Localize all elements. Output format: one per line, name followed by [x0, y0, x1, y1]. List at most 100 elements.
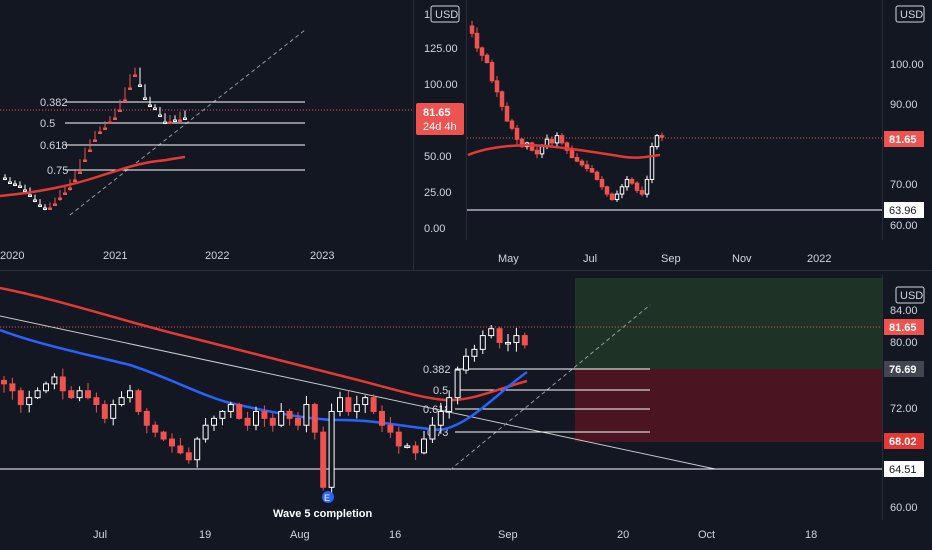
tr-left-tick-25: 25.00 — [424, 187, 452, 199]
bt-candle-body — [463, 355, 469, 371]
bt-candle — [244, 411, 251, 431]
tl-candle-body — [163, 121, 167, 124]
bt-candle — [412, 441, 419, 460]
bt-candle-body — [101, 404, 108, 419]
tr-candle-body — [504, 105, 510, 122]
bt-candle — [362, 395, 369, 413]
bt-earnings-marker-label: E — [324, 493, 330, 503]
bt-right-tick-72: 72.00 — [890, 403, 918, 415]
bt-candle — [387, 416, 394, 438]
tr-x-tick-sep: Sep — [661, 253, 681, 265]
tl-candle-body — [73, 179, 77, 182]
tl-candle — [138, 67, 142, 87]
bt-x-tick-19: 19 — [199, 529, 211, 541]
bt-candle-body — [185, 452, 192, 461]
tl-candle-body — [48, 207, 52, 210]
tr-left-price-value: 81.65 — [423, 107, 451, 119]
bt-earnings-marker-icon[interactable] — [322, 491, 334, 503]
tr-candle — [494, 76, 500, 98]
tr-left-tick-125: 125.00 — [424, 43, 458, 55]
bt-candle — [513, 327, 520, 352]
bt-x-tick-sep: Sep — [498, 529, 518, 541]
bt-candle-body — [135, 390, 142, 412]
tr-left-price-countdown: 24d 4h — [423, 121, 457, 133]
tl-x-tick-2023: 2023 — [310, 250, 334, 262]
tl-candle-body — [128, 87, 132, 90]
tl-candle — [173, 115, 177, 122]
bt-candle — [110, 399, 117, 426]
bt-candle-body — [118, 397, 125, 406]
bt-candle-body — [320, 431, 327, 488]
bt-support-value: 64.51 — [889, 464, 917, 476]
tr-candle — [594, 170, 600, 181]
bt-candle-body — [353, 404, 360, 412]
bt-target-tag — [884, 361, 924, 377]
tr-candle-body — [499, 91, 505, 107]
bt-currency-badge[interactable] — [895, 286, 925, 304]
bt-x-tick-18: 18 — [805, 529, 817, 541]
bt-candle-body — [219, 410, 226, 419]
tl-candle — [183, 110, 187, 120]
bt-candle — [43, 381, 49, 394]
bt-candle — [160, 430, 167, 441]
tl-x-tick-2022: 2022 — [205, 250, 229, 262]
bt-candle — [135, 388, 142, 416]
tr-left-tick-0: 0.00 — [424, 223, 445, 235]
tr-right-currency-label: USD — [900, 9, 923, 21]
bt-candle-body — [269, 417, 276, 426]
bt-candle-body — [177, 445, 184, 454]
bt-candle — [152, 421, 159, 438]
tr-right-tick-60: 60.00 — [890, 220, 918, 232]
tr-candle-body — [619, 186, 625, 195]
tr-candle-body — [514, 127, 520, 140]
tr-candle — [629, 177, 635, 186]
tr-candle-body — [579, 160, 585, 166]
tr-candle-body — [534, 149, 540, 155]
bt-candle — [269, 413, 276, 432]
tl-candle-body — [33, 199, 37, 202]
tl-candle-body — [78, 171, 82, 174]
tr-candle — [584, 160, 590, 172]
tr-candle-body — [644, 178, 650, 195]
bt-candle-body — [202, 424, 209, 440]
tr-candle — [549, 136, 555, 147]
bt-candle-body — [34, 390, 41, 399]
bt-candle-body — [303, 404, 310, 426]
tl-candle-body — [143, 97, 147, 100]
bt-candle — [379, 405, 385, 432]
bt-candle — [202, 418, 209, 443]
tr-x-tick-jul: Jul — [583, 253, 597, 265]
tr-right-price-value: 81.65 — [889, 134, 917, 146]
bt-candle-body — [446, 397, 453, 412]
bt-candle-body — [278, 410, 285, 426]
tr-currency-badge[interactable] — [430, 5, 460, 23]
tr-candle-body — [634, 182, 640, 191]
tr-left-tick-100: 100.00 — [424, 79, 458, 91]
tl-candle-body — [98, 131, 102, 134]
bt-candle-body — [194, 438, 201, 461]
tr-candle-body — [604, 186, 610, 195]
tr-right-currency-badge[interactable] — [895, 5, 925, 23]
tl-candle-body — [53, 203, 57, 206]
tr-right-tick-90: 90.00 — [890, 99, 918, 111]
bt-candle — [85, 382, 91, 400]
bt-candle-body — [387, 424, 394, 433]
bt-candle-body — [227, 404, 234, 412]
tl-candle — [158, 106, 162, 117]
tl-candle-body — [83, 159, 87, 162]
tl-candle-body — [68, 187, 72, 190]
tr-candle — [504, 102, 510, 123]
tr-candle-body — [564, 142, 570, 151]
tl-candle-body — [88, 149, 92, 152]
tl-candle-body — [148, 104, 152, 107]
bt-target-value: 76.69 — [889, 364, 917, 376]
tl-candle — [88, 139, 92, 152]
bt-candle-body — [521, 335, 528, 346]
tl-candle-body — [178, 119, 182, 122]
tr-candle — [499, 90, 505, 111]
tl-candle-body — [23, 189, 27, 192]
tr-candle-body — [649, 146, 655, 180]
bt-candle — [463, 348, 469, 374]
tl-candle — [18, 181, 22, 188]
